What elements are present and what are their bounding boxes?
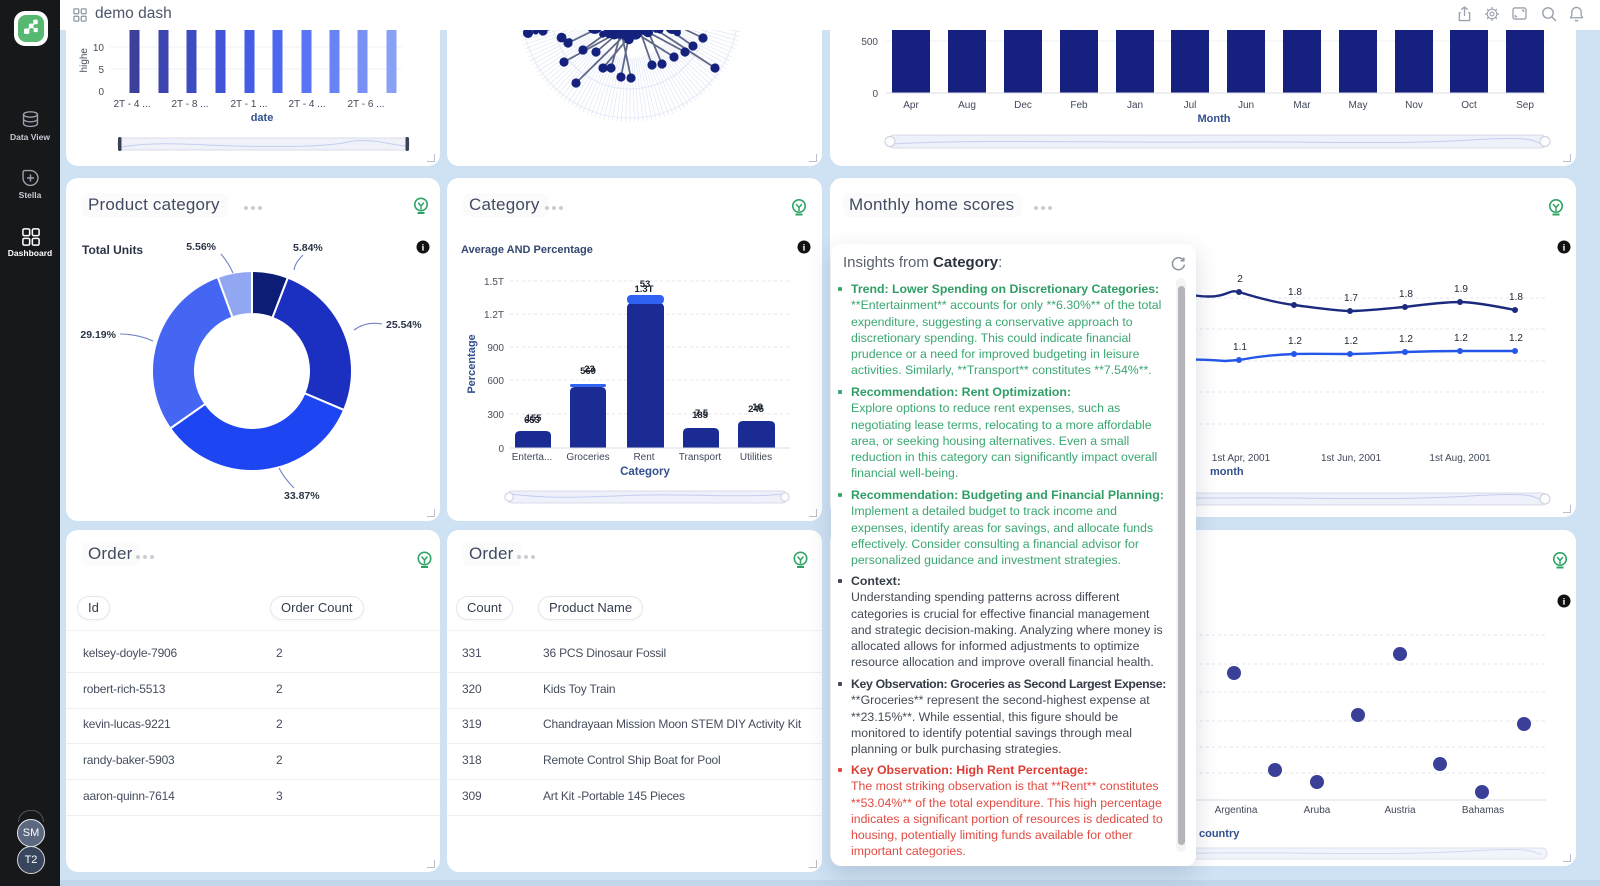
svg-text:date: date <box>251 112 274 124</box>
svg-text:Utilities: Utilities <box>740 452 772 463</box>
svg-text:185: 185 <box>692 410 709 421</box>
svg-text:Aug: Aug <box>958 100 976 111</box>
svg-text:1.2: 1.2 <box>1288 336 1302 347</box>
svg-text:1.2T: 1.2T <box>484 310 504 321</box>
svg-text:Mar: Mar <box>1293 100 1311 111</box>
svg-text:0: 0 <box>872 89 878 100</box>
svg-text:country: country <box>1199 828 1240 840</box>
svg-text:5.84%: 5.84% <box>293 242 323 254</box>
svg-text:Category: Category <box>620 466 670 478</box>
svg-text:month: month <box>1210 466 1244 478</box>
svg-text:653: 653 <box>524 415 540 426</box>
svg-text:7.5: 7.5 <box>695 408 709 419</box>
svg-text:5: 5 <box>98 65 104 76</box>
svg-text:1st Apr, 2001: 1st Apr, 2001 <box>1212 453 1271 464</box>
svg-text:Nov: Nov <box>1405 100 1423 111</box>
svg-text:29.19%: 29.19% <box>80 329 116 341</box>
svg-text:1.2: 1.2 <box>1344 336 1358 347</box>
svg-text:0: 0 <box>98 87 104 98</box>
svg-text:Austria: Austria <box>1384 805 1416 816</box>
svg-text:Feb: Feb <box>1070 100 1088 111</box>
svg-text:500: 500 <box>861 37 878 48</box>
svg-text:Jan: Jan <box>1127 100 1143 111</box>
svg-text:2T - 1 ...: 2T - 1 ... <box>230 99 267 110</box>
svg-text:Aruba: Aruba <box>1304 805 1331 816</box>
svg-text:Groceries: Groceries <box>566 452 609 463</box>
svg-text:1st Aug, 2001: 1st Aug, 2001 <box>1429 453 1491 464</box>
svg-text:0: 0 <box>498 444 504 455</box>
svg-text:2T - 4 ...: 2T - 4 ... <box>288 99 325 110</box>
svg-text:i: i <box>1563 597 1566 607</box>
svg-text:33.87%: 33.87% <box>284 490 320 502</box>
svg-text:155: 155 <box>526 413 543 424</box>
svg-text:53: 53 <box>640 279 651 290</box>
svg-text:i: i <box>803 243 806 253</box>
svg-text:245: 245 <box>748 404 765 415</box>
svg-text:1st Jun, 2001: 1st Jun, 2001 <box>1321 453 1381 464</box>
svg-text:i: i <box>422 243 425 253</box>
svg-text:569: 569 <box>580 366 596 377</box>
svg-text:1.2: 1.2 <box>1509 333 1523 344</box>
svg-text:2T - 4 ...: 2T - 4 ... <box>113 99 150 110</box>
svg-text:highe: highe <box>79 48 90 73</box>
svg-text:1.1: 1.1 <box>1233 342 1247 353</box>
svg-text:Rent: Rent <box>633 452 654 463</box>
svg-text:5.56%: 5.56% <box>186 241 216 253</box>
svg-text:10: 10 <box>93 43 105 54</box>
svg-text:25.54%: 25.54% <box>386 319 422 331</box>
svg-text:1.2: 1.2 <box>1399 334 1413 345</box>
svg-text:Apr: Apr <box>903 100 919 111</box>
svg-text:1.8: 1.8 <box>1288 287 1302 298</box>
svg-text:1.2: 1.2 <box>1454 333 1468 344</box>
svg-text:23: 23 <box>584 364 595 375</box>
svg-text:Total Units: Total Units <box>82 243 143 257</box>
svg-text:2T - 6 ...: 2T - 6 ... <box>347 99 384 110</box>
svg-text:2: 2 <box>1237 274 1243 285</box>
svg-text:Dec: Dec <box>1014 100 1032 111</box>
svg-text:Jun: Jun <box>1238 100 1254 111</box>
svg-text:300: 300 <box>487 410 504 421</box>
svg-text:1.8: 1.8 <box>1399 289 1413 300</box>
svg-text:Bahamas: Bahamas <box>1462 805 1504 816</box>
svg-text:2T - 8 ...: 2T - 8 ... <box>171 99 208 110</box>
svg-text:Average AND Percentage: Average AND Percentage <box>461 244 593 256</box>
svg-text:Oct: Oct <box>1461 100 1477 111</box>
svg-text:Jul: Jul <box>1184 100 1197 111</box>
svg-text:Sep: Sep <box>1516 100 1534 111</box>
svg-text:1.8: 1.8 <box>1509 292 1523 303</box>
svg-text:1.3T: 1.3T <box>634 284 653 295</box>
svg-text:Percentage: Percentage <box>466 334 478 393</box>
svg-text:1.7: 1.7 <box>1344 293 1358 304</box>
svg-text:Enterta...: Enterta... <box>512 452 553 463</box>
svg-text:900: 900 <box>487 343 504 354</box>
svg-text:May: May <box>1349 100 1368 111</box>
svg-text:i: i <box>1563 243 1566 253</box>
svg-text:1.9: 1.9 <box>1454 284 1468 295</box>
svg-text:600: 600 <box>487 376 504 387</box>
svg-text:1.5T: 1.5T <box>484 277 504 288</box>
svg-text:Argentina: Argentina <box>1215 805 1258 816</box>
svg-text:Transport: Transport <box>679 452 722 463</box>
svg-text:Month: Month <box>1198 113 1231 125</box>
svg-text:10: 10 <box>752 402 763 413</box>
